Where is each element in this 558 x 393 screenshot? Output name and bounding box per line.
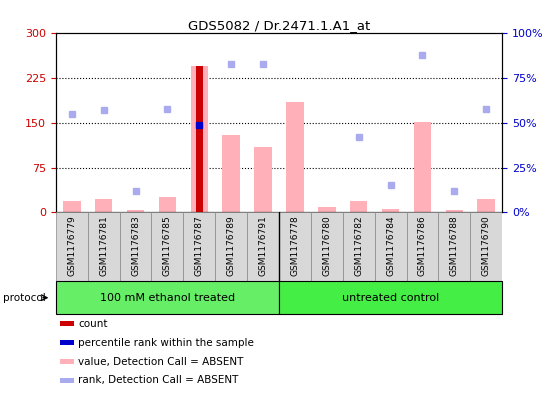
Text: GSM1176784: GSM1176784	[386, 216, 395, 276]
Bar	[60, 359, 74, 364]
Bar	[470, 212, 502, 281]
Bar	[343, 212, 374, 281]
Bar	[279, 281, 502, 314]
Bar	[119, 212, 151, 281]
Text: protocol: protocol	[3, 293, 46, 303]
Text: percentile rank within the sample: percentile rank within the sample	[78, 338, 254, 348]
Text: 100 mM ethanol treated: 100 mM ethanol treated	[100, 293, 235, 303]
Bar	[151, 212, 184, 281]
Text: GSM1176779: GSM1176779	[68, 216, 76, 276]
Bar	[223, 135, 240, 212]
Text: GSM1176788: GSM1176788	[450, 216, 459, 276]
Text: count: count	[78, 319, 108, 329]
Bar	[184, 212, 215, 281]
Bar	[95, 199, 112, 212]
Text: GSM1176783: GSM1176783	[131, 216, 140, 276]
Bar	[158, 197, 176, 212]
Bar	[311, 212, 343, 281]
Bar	[127, 210, 145, 212]
Bar	[196, 66, 203, 212]
Bar	[318, 208, 335, 212]
Bar	[56, 281, 279, 314]
Text: GSM1176786: GSM1176786	[418, 216, 427, 276]
Bar	[247, 212, 279, 281]
Text: GSM1176790: GSM1176790	[482, 216, 490, 276]
Bar	[374, 212, 407, 281]
Bar	[382, 209, 400, 212]
Text: GSM1176789: GSM1176789	[227, 216, 235, 276]
Text: GSM1176780: GSM1176780	[323, 216, 331, 276]
Text: untreated control: untreated control	[342, 293, 439, 303]
Bar	[63, 202, 80, 212]
Bar	[88, 212, 119, 281]
Text: rank, Detection Call = ABSENT: rank, Detection Call = ABSENT	[78, 375, 238, 386]
Bar	[60, 378, 74, 383]
Text: GSM1176787: GSM1176787	[195, 216, 204, 276]
Bar	[413, 121, 431, 212]
Text: GSM1176785: GSM1176785	[163, 216, 172, 276]
Bar	[478, 199, 495, 212]
Bar	[286, 102, 304, 212]
Bar	[254, 147, 272, 212]
Bar	[56, 212, 88, 281]
Bar	[279, 212, 311, 281]
Text: GSM1176778: GSM1176778	[291, 216, 300, 276]
Text: GSM1176782: GSM1176782	[354, 216, 363, 276]
Bar	[60, 340, 74, 345]
Bar	[350, 202, 368, 212]
Title: GDS5082 / Dr.2471.1.A1_at: GDS5082 / Dr.2471.1.A1_at	[188, 19, 370, 32]
Text: value, Detection Call = ABSENT: value, Detection Call = ABSENT	[78, 356, 243, 367]
Text: GSM1176791: GSM1176791	[258, 216, 267, 276]
Bar	[215, 212, 247, 281]
Bar	[446, 210, 463, 212]
Bar	[407, 212, 439, 281]
Bar	[190, 66, 208, 212]
Bar	[60, 321, 74, 326]
Text: GSM1176781: GSM1176781	[99, 216, 108, 276]
Bar	[439, 212, 470, 281]
